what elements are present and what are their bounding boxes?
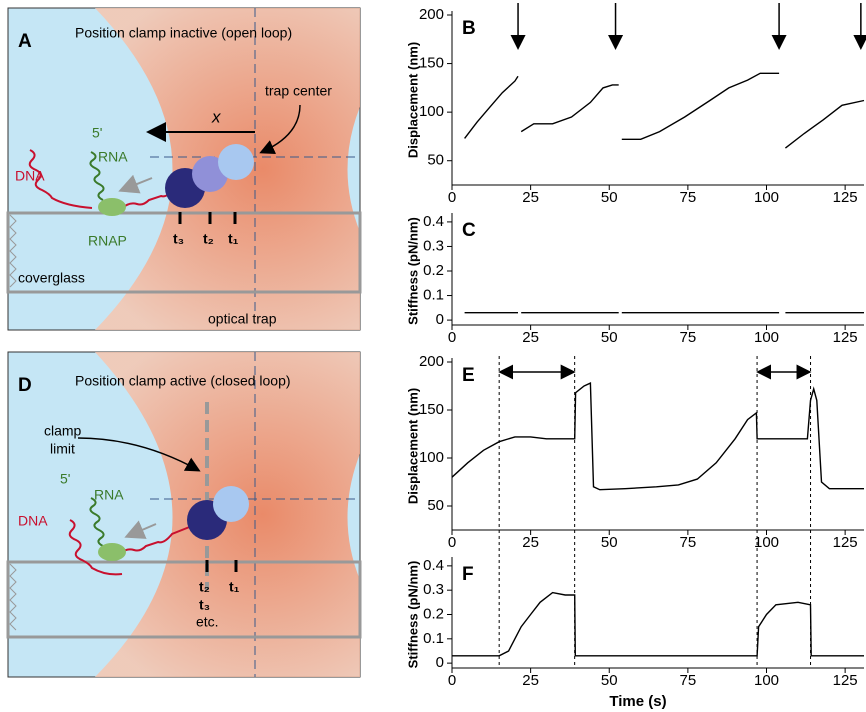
y-tick-label: 50 bbox=[427, 497, 444, 514]
label: t₁ bbox=[229, 579, 240, 595]
y-tick-label: 150 bbox=[419, 55, 444, 72]
label: 5' bbox=[60, 471, 70, 487]
label: t₃ bbox=[173, 231, 184, 247]
y-tick-label: 100 bbox=[419, 449, 444, 466]
label: DNA bbox=[18, 513, 48, 529]
panel-label: D bbox=[18, 375, 32, 396]
y-tick-label: 150 bbox=[419, 401, 444, 418]
x-tick-label: 100 bbox=[754, 534, 779, 551]
label: coverglass bbox=[18, 270, 85, 286]
x-tick-label: 75 bbox=[680, 329, 697, 346]
y-tick-label: 0.3 bbox=[423, 237, 444, 254]
y-tick-label: 200 bbox=[419, 353, 444, 370]
panel-label: A bbox=[18, 31, 32, 52]
diagram-title: Position clamp active (closed loop) bbox=[75, 373, 291, 389]
label: t₂ bbox=[199, 579, 210, 595]
motion-arrow bbox=[118, 174, 153, 194]
x-tick-label: 0 bbox=[448, 672, 456, 689]
rna bbox=[89, 497, 105, 547]
diagram-a: A Position clamp inactive (open loop) tr… bbox=[6, 7, 362, 331]
label: t₂ bbox=[203, 231, 214, 247]
y-tick-label: 0 bbox=[436, 311, 444, 328]
label: t₃ bbox=[199, 597, 210, 613]
x-tick-label: 125 bbox=[833, 534, 858, 551]
label: x bbox=[211, 107, 221, 126]
y-axis-label: Displacement (nm) bbox=[405, 42, 420, 158]
x-tick-label: 25 bbox=[522, 672, 539, 689]
label: clamp bbox=[44, 423, 82, 439]
label: limit bbox=[50, 441, 75, 457]
coverglass bbox=[6, 211, 362, 294]
label: DNA bbox=[15, 168, 45, 184]
x-tick-label: 25 bbox=[522, 534, 539, 551]
trace bbox=[452, 591, 864, 657]
x-axis-label: Time (s) bbox=[609, 693, 666, 710]
zigzag bbox=[9, 563, 17, 631]
x-tick-label: 0 bbox=[448, 189, 456, 206]
x-tick-label: 100 bbox=[754, 329, 779, 346]
x-tick-label: 25 bbox=[522, 329, 539, 346]
pointer bbox=[259, 104, 301, 154]
x-tick-label: 100 bbox=[754, 189, 779, 206]
x-tick-label: 50 bbox=[601, 672, 618, 689]
label: t₁ bbox=[228, 231, 239, 247]
x-tick-label: 50 bbox=[601, 534, 618, 551]
y-tick-label: 0 bbox=[436, 654, 444, 671]
x-tick-label: 50 bbox=[601, 329, 618, 346]
x-tick-label: 75 bbox=[680, 189, 697, 206]
dna bbox=[68, 519, 193, 576]
label: RNAP bbox=[88, 233, 127, 249]
x-tick-label: 75 bbox=[680, 672, 697, 689]
label: trap center bbox=[265, 83, 332, 99]
y-axis-label: Stiffness (pN/nm) bbox=[405, 217, 420, 325]
x-tick-label: 25 bbox=[522, 189, 539, 206]
coverglass bbox=[6, 560, 362, 639]
diagram-title: Position clamp inactive (open loop) bbox=[75, 25, 292, 41]
panel-label: E bbox=[462, 365, 475, 386]
motion-arrow bbox=[124, 520, 157, 539]
x-tick-label: 50 bbox=[601, 189, 618, 206]
bead bbox=[213, 486, 249, 522]
label: RNA bbox=[94, 487, 124, 503]
dna bbox=[28, 149, 176, 209]
x-tick-label: 0 bbox=[448, 534, 456, 551]
y-tick-label: 0.2 bbox=[423, 605, 444, 622]
trace bbox=[464, 72, 865, 149]
y-tick-label: 100 bbox=[419, 103, 444, 120]
panel-label: B bbox=[462, 18, 476, 39]
y-axis-label: Stiffness (pN/nm) bbox=[405, 561, 420, 669]
bead bbox=[218, 144, 254, 180]
rnap bbox=[98, 198, 126, 216]
trace bbox=[451, 382, 864, 491]
rna bbox=[89, 151, 105, 201]
y-tick-label: 0.4 bbox=[423, 557, 444, 574]
rnap bbox=[98, 543, 126, 561]
y-tick-label: 0.4 bbox=[423, 213, 444, 230]
zigzag bbox=[9, 214, 17, 288]
diagram-d: D Position clamp active (closed loop) cl… bbox=[6, 351, 362, 678]
y-axis-label: Displacement (nm) bbox=[405, 388, 420, 504]
label: etc. bbox=[196, 614, 219, 630]
y-tick-label: 0.2 bbox=[423, 262, 444, 279]
y-tick-label: 0.3 bbox=[423, 581, 444, 598]
y-tick-label: 50 bbox=[427, 152, 444, 169]
x-tick-label: 125 bbox=[833, 329, 858, 346]
pointer bbox=[77, 437, 201, 472]
y-tick-label: 0.1 bbox=[423, 630, 444, 647]
y-tick-label: 200 bbox=[419, 6, 444, 23]
x-tick-label: 100 bbox=[754, 672, 779, 689]
label: 5' bbox=[92, 125, 102, 141]
x-tick-label: 0 bbox=[448, 329, 456, 346]
label: optical trap bbox=[208, 311, 277, 327]
panel-label: F bbox=[462, 564, 474, 585]
x-tick-label: 125 bbox=[833, 672, 858, 689]
y-tick-label: 0.1 bbox=[423, 287, 444, 304]
label: RNA bbox=[98, 149, 128, 165]
panel-label: C bbox=[462, 220, 476, 241]
x-tick-label: 75 bbox=[680, 534, 697, 551]
x-tick-label: 125 bbox=[833, 189, 858, 206]
